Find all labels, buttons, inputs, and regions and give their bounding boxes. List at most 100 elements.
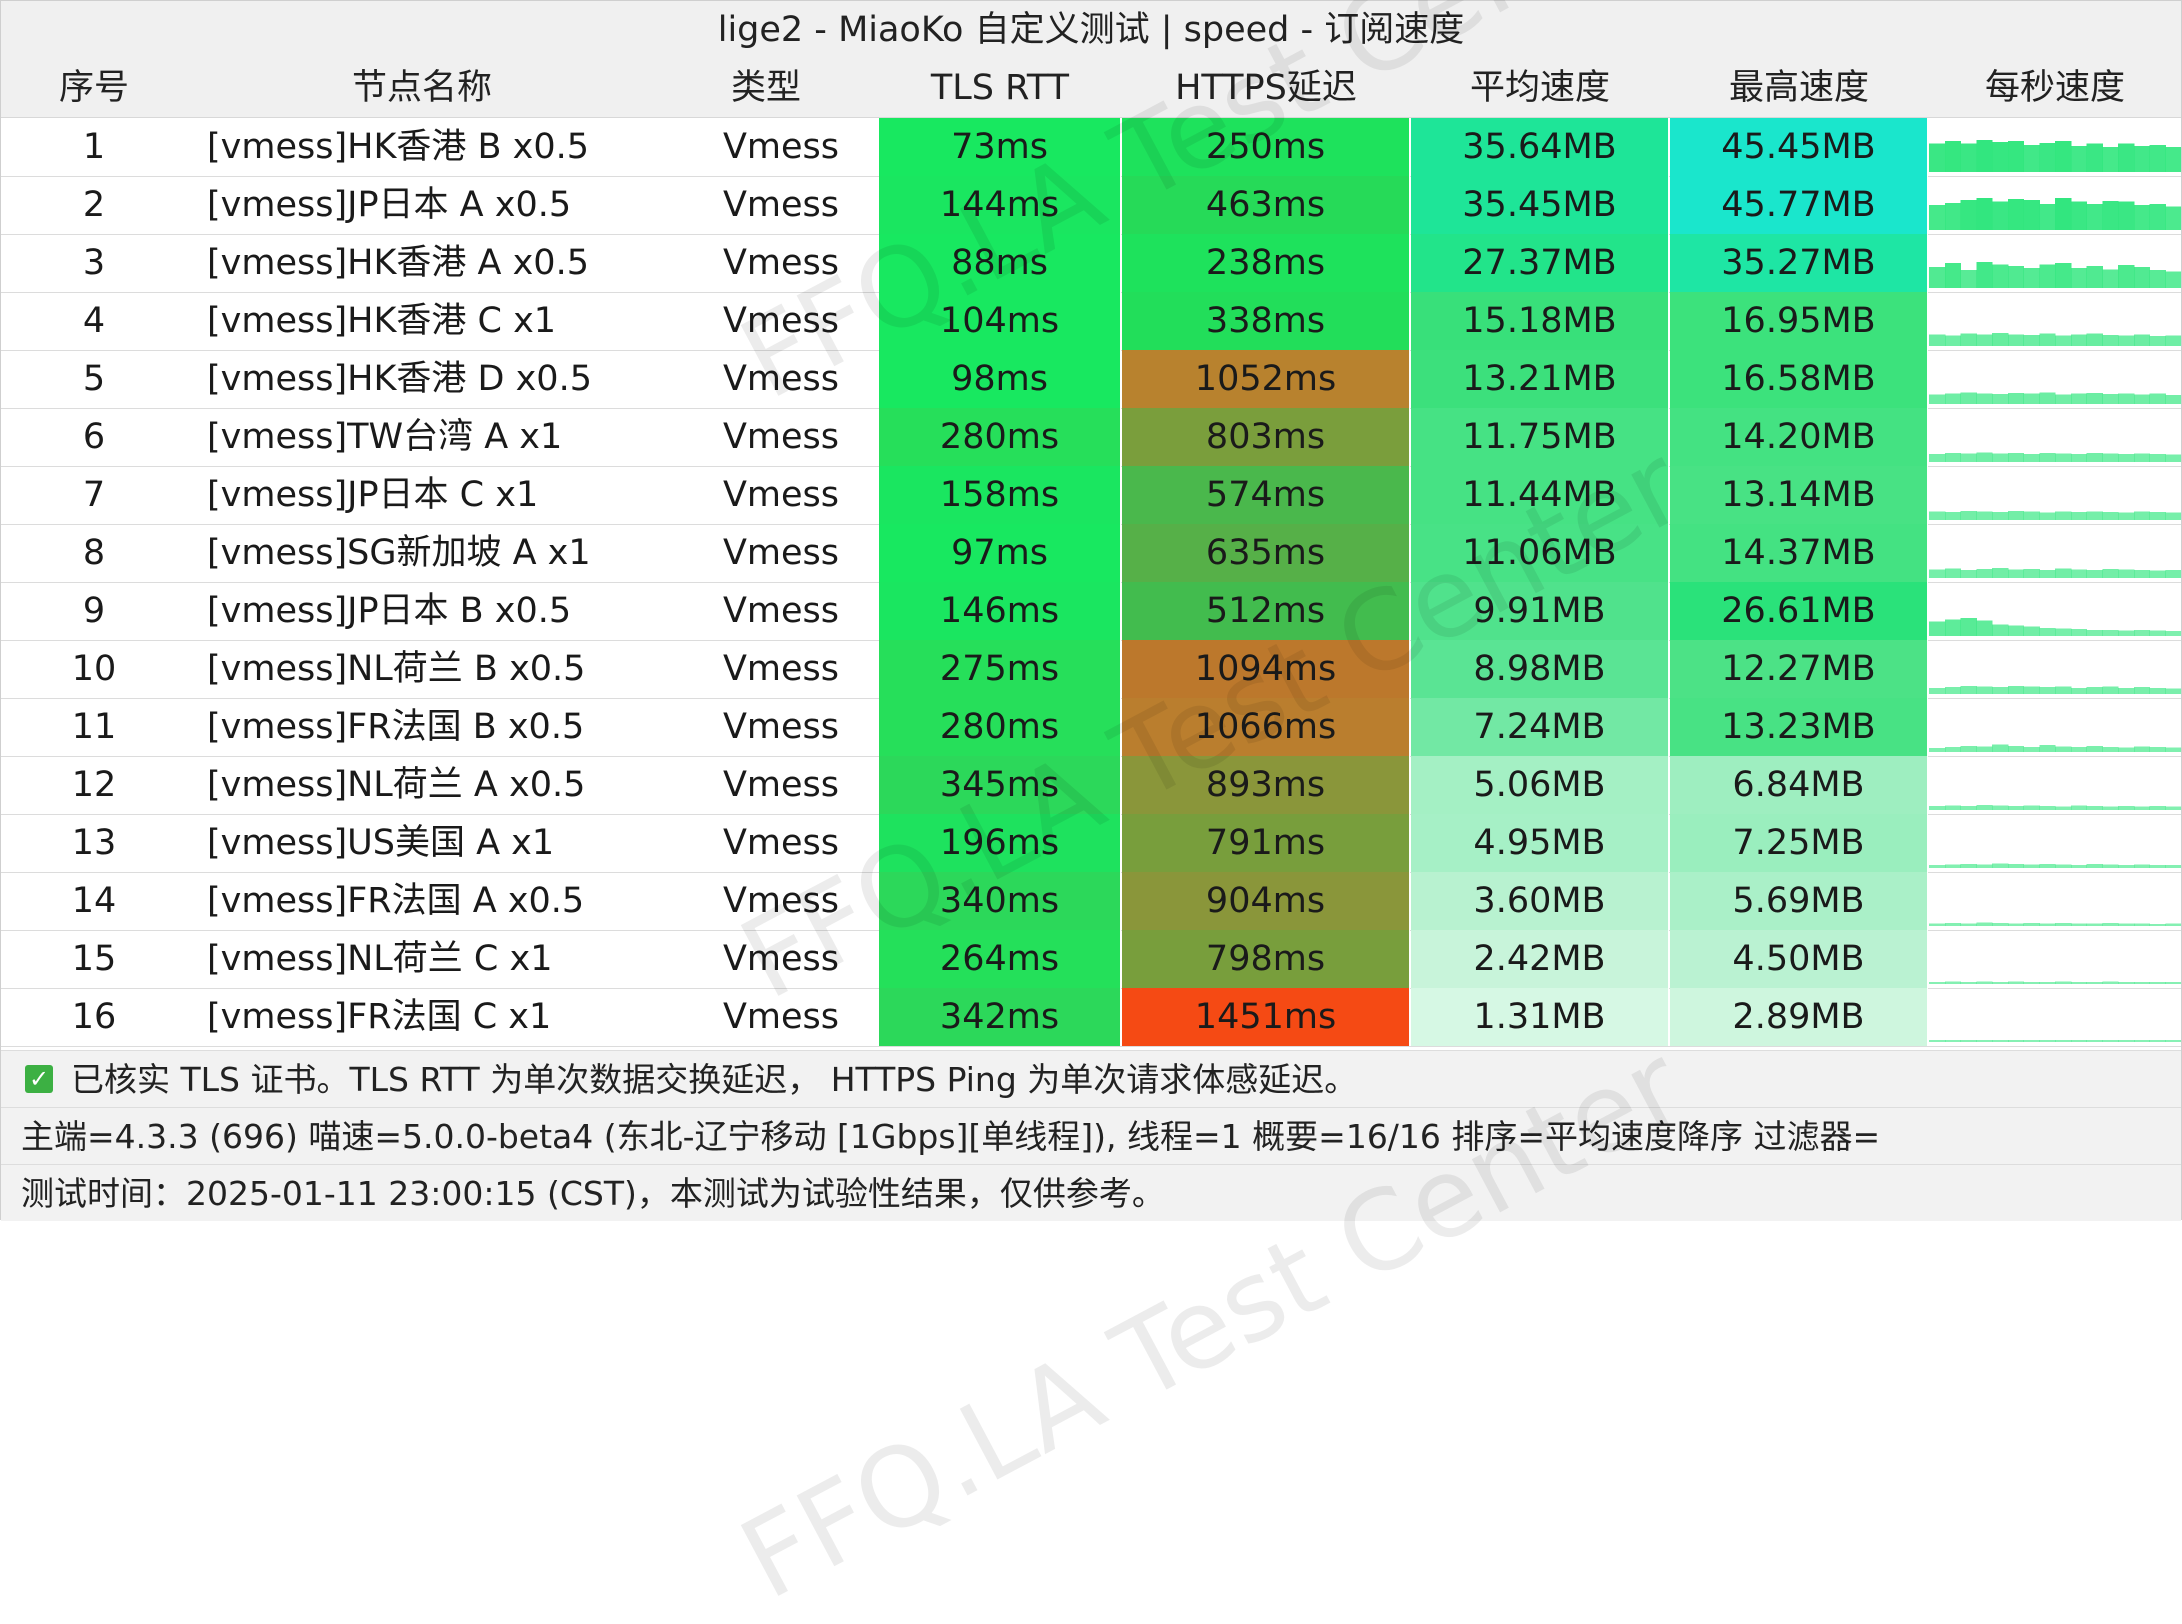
table-row[interactable]: 4 [vmess]HK香港 C x1 Vmess 104ms 338ms 15.18MB 1…	[1, 292, 2181, 351]
column-header[interactable]: 类型	[730, 68, 801, 108]
sparkline-bar	[2023, 335, 2040, 346]
sparkline-bar	[2055, 746, 2072, 752]
column-header[interactable]: 序号	[58, 68, 129, 108]
node-type: Vmess	[722, 127, 840, 167]
sparkline-bar	[2118, 805, 2135, 810]
sparkline-bar	[2133, 334, 2151, 346]
sparkline-bar	[2102, 922, 2119, 926]
sparkline-bar	[1992, 981, 2009, 984]
sparkline-bar	[2086, 629, 2103, 636]
row-index: 16	[71, 997, 117, 1037]
https-latency-value: 803ms	[1122, 408, 1410, 466]
sparkline-bar	[2133, 923, 2151, 926]
max-speed-value: 26.61MB	[1670, 582, 1928, 640]
table-row[interactable]: 15 [vmess]NL荷兰 C x1 Vmess 264ms 798ms 2.42MB 4…	[1, 930, 2181, 989]
tls-rtt-value: 342ms	[879, 988, 1121, 1046]
table-row[interactable]: 10 [vmess]NL荷兰 B x0.5 Vmess 275ms 1094ms 8.98…	[1, 640, 2181, 699]
avg-speed-value: 2.42MB	[1411, 930, 1669, 988]
table-row[interactable]: 13 [vmess]US美国 A x1 Vmess 196ms 791ms 4.95MB 7…	[1, 814, 2181, 873]
tls-rtt-value: 345ms	[879, 756, 1121, 814]
node-type: Vmess	[722, 823, 840, 863]
sparkline-bar	[2039, 745, 2056, 752]
sparkline-bar	[2086, 805, 2103, 810]
column-header[interactable]: 每秒速度	[1984, 68, 2125, 108]
sparkline-bar	[2039, 570, 2056, 578]
table-row[interactable]: 5 [vmess]HK香港 D x0.5 Vmess 98ms 1052ms 13.21M…	[1, 350, 2181, 409]
avg-speed-value: 8.98MB	[1411, 640, 1669, 698]
sparkline-bar	[2165, 864, 2181, 868]
sparkline-bar	[2007, 981, 2025, 984]
table-row[interactable]: 16 [vmess]FR法国 C x1 Vmess 342ms 1451ms 1.31MB…	[1, 988, 2181, 1047]
sparkline-bar	[1960, 511, 1977, 520]
table-row[interactable]: 7 [vmess]JP日本 C x1 Vmess 158ms 574ms 11.44MB 1…	[1, 466, 2181, 525]
avg-speed-value: 9.91MB	[1411, 582, 1669, 640]
per-second-speed-sparkline	[1929, 511, 2181, 520]
sparkline-bar	[2007, 453, 2025, 462]
sparkline-bar	[2070, 268, 2088, 288]
row-index: 12	[71, 765, 117, 805]
per-second-speed-sparkline	[1929, 863, 2181, 868]
column-header[interactable]: 最高速度	[1728, 68, 1869, 108]
sparkline-bar	[2070, 393, 2088, 404]
table-row[interactable]: 8 [vmess]SG新加坡 A x1 Vmess 97ms 635ms 11.06MB 1…	[1, 524, 2181, 583]
table-row[interactable]: 14 [vmess]FR法国 A x0.5 Vmess 340ms 904ms 3.60M…	[1, 872, 2181, 931]
sparkline-bar	[2070, 746, 2088, 752]
sparkline-bar	[1960, 392, 1977, 404]
sparkline-bar	[2039, 333, 2056, 346]
https-latency-value: 1052ms	[1122, 350, 1410, 408]
sparkline-bar	[1992, 1040, 2009, 1042]
sparkline-bar	[2118, 687, 2135, 694]
node-type: Vmess	[722, 417, 840, 457]
sparkline-bar	[1960, 1039, 1977, 1042]
sparkline-bar	[2118, 864, 2135, 868]
footer-version-info: 主端=4.3.3 (696) 喵速=5.0.0-beta4 (东北-辽宁移动 […	[1, 1107, 2181, 1164]
sparkline-bar	[1944, 453, 1962, 462]
sparkline-bar	[2118, 143, 2135, 172]
sparkline-bar	[2055, 453, 2072, 462]
sparkline-bar	[2149, 336, 2166, 346]
sparkline-bar	[1960, 199, 1977, 230]
column-header[interactable]: 节点名称	[351, 68, 492, 108]
avg-speed-value: 15.18MB	[1411, 292, 1669, 350]
table-row[interactable]: 2 [vmess]JP日本 A x0.5 Vmess 144ms 463ms 35.45M…	[1, 176, 2181, 235]
sparkline-bar	[2102, 746, 2119, 752]
sparkline-bar	[2055, 335, 2072, 346]
table-row[interactable]: 1 [vmess]HK香港 B x0.5 Vmess 73ms 250ms 35.64MB…	[1, 118, 2181, 177]
sparkline-bar	[2023, 922, 2040, 926]
tls-rtt-value: 146ms	[879, 582, 1121, 640]
sparkline-bar	[2165, 570, 2181, 578]
max-speed-value: 16.95MB	[1670, 292, 1928, 350]
node-name: [vmess]SG新加坡 A x1	[207, 533, 591, 573]
max-speed-value: 13.23MB	[1670, 698, 1928, 756]
per-second-speed-sparkline	[1929, 1039, 2181, 1042]
table-row[interactable]: 9 [vmess]JP日本 B x0.5 Vmess 146ms 512ms 9.91MB…	[1, 582, 2181, 641]
sparkline-bar	[2118, 923, 2135, 926]
sparkline-bar	[1944, 746, 1962, 752]
per-second-speed-sparkline	[1929, 686, 2181, 694]
table-row[interactable]: 12 [vmess]NL荷兰 A x0.5 Vmess 345ms 893ms 5.06M…	[1, 756, 2181, 815]
node-name: [vmess]NL荷兰 B x0.5	[207, 649, 586, 689]
sparkline-bar	[1992, 568, 2009, 578]
table-row[interactable]: 3 [vmess]HK香港 A x0.5 Vmess 88ms 238ms 27.37MB…	[1, 234, 2181, 293]
sparkline-bar	[2070, 201, 2088, 230]
table-row[interactable]: 6 [vmess]TW台湾 A x1 Vmess 280ms 803ms 11.75MB 1…	[1, 408, 2181, 467]
sparkline-bar	[2023, 1040, 2040, 1042]
sparkline-bar	[1929, 687, 1946, 694]
table-row[interactable]: 11 [vmess]FR法国 B x0.5 Vmess 280ms 1066ms 7.24…	[1, 698, 2181, 757]
max-speed-value: 45.77MB	[1670, 176, 1928, 234]
column-header[interactable]: TLS RTT	[930, 68, 1070, 108]
tls-rtt-value: 98ms	[879, 350, 1121, 408]
column-header[interactable]: 平均速度	[1469, 68, 1610, 108]
node-name: [vmess]US美国 A x1	[207, 823, 555, 863]
column-header[interactable]: HTTPS延迟	[1175, 68, 1357, 108]
https-latency-value: 1066ms	[1122, 698, 1410, 756]
sparkline-bar	[2007, 511, 2025, 520]
sparkline-bar	[2086, 687, 2103, 694]
sparkline-bar	[2039, 204, 2056, 230]
sparkline-bar	[2086, 863, 2103, 868]
row-index: 3	[82, 243, 106, 283]
sparkline-bar	[2118, 454, 2135, 462]
sparkline-bar	[2023, 569, 2040, 578]
https-latency-value: 238ms	[1122, 234, 1410, 292]
